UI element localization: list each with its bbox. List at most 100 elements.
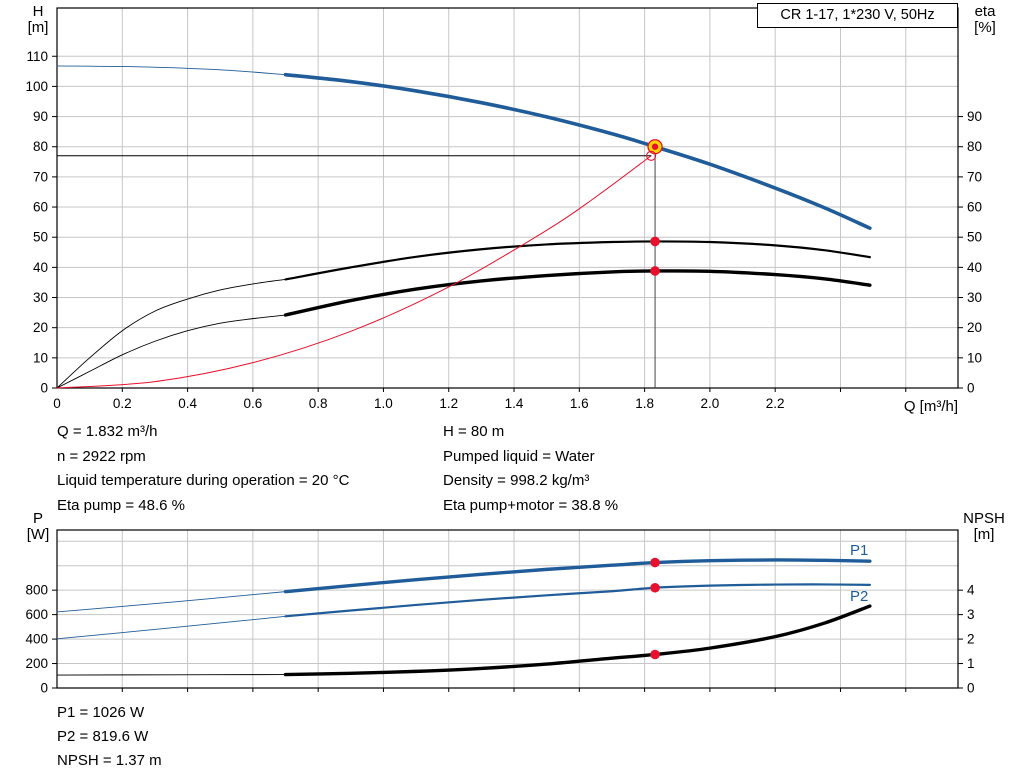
left-tick-label: 400 [25,632,48,647]
left-tick-label: 90 [33,109,48,124]
curve-P1 [283,558,872,594]
left-tick-label: 60 [33,200,48,215]
x-tick-label: 2.2 [766,396,785,411]
curve-H-curve [283,72,872,230]
npsh-axis-header: NPSH [m] [956,511,1012,543]
left-tick-label: 800 [25,583,48,598]
left-tick-label: 40 [33,260,48,275]
right-tick-label: 10 [967,350,982,365]
result-p2: P2 = 819.6 W [57,728,149,745]
right-tick-label: 0 [967,681,975,696]
x-tick-label: 1.2 [439,396,458,411]
curve-P2 [284,583,871,618]
pump-title: CR 1-17, 1*230 V, 50Hz [780,7,935,23]
h-axis-name: H [32,3,44,20]
p2-curve-label: P2 [850,588,869,605]
q-axis-label: Q [m³/h] [903,398,958,415]
result-block: P1 = 1026 W P2 = 819.6 W NPSH = 1.37 m [57,701,162,773]
data-point-marker [650,582,660,593]
info-liquid-temp: Liquid temperature during operation = 20… [57,472,350,489]
left-tick-label: 20 [33,320,48,335]
right-tick-label: 70 [967,169,982,184]
npsh-axis-unit: [m] [973,526,995,543]
data-point-marker [650,649,660,660]
p-axis-header: P [W] [16,511,60,543]
left-tick-label: 0 [40,681,48,696]
curve-NPSH [283,604,872,677]
result-p1: P1 = 1026 W [57,704,145,721]
curve-eta-pump-motor [283,269,872,317]
info-density: Density = 998.2 kg/m³ [443,472,590,489]
x-tick-label: 0.2 [113,396,132,411]
gridlines [57,8,958,388]
left-tick-label: 70 [33,169,48,184]
p-axis-unit: [W] [26,526,50,543]
right-tick-label: 50 [967,230,982,245]
x-tick-label: 0.4 [178,396,197,411]
right-tick-label: 1 [967,656,975,671]
right-tick-label: 90 [967,109,982,124]
curve-system-curve [56,155,652,389]
curve-eta-pump-ext [56,278,286,389]
data-point-marker [650,236,660,247]
info-speed: n = 2922 rpm [57,447,146,465]
curve-P2-ext [56,615,286,640]
left-tick-label: 10 [33,350,48,365]
pump-title-box: CR 1-17, 1*230 V, 50Hz [757,3,958,28]
left-tick-label: 110 [26,49,48,64]
duty-info-right: H = 80 m Pumped liquid = Water Density =… [443,420,618,518]
left-tick-label: 200 [25,656,48,671]
axis-ticks-and-labels: 0 10 20 30 40 50 60 70 80 90 100 110 0 10 20 30 40 50 60 70… [25,49,982,411]
x-tick-label: 1.0 [374,396,393,411]
left-tick-label: 100 [25,79,48,94]
duty-point-center [651,143,659,150]
gridlines [57,530,958,688]
info-eta-pump: Eta pump = 48.6 % [57,496,185,514]
info-pumped-liquid: Pumped liquid = Water [443,447,595,465]
right-tick-label: 0 [967,381,975,396]
requested-point-marker [646,150,657,161]
right-tick-label: 20 [967,320,982,335]
right-tick-label: 40 [967,260,982,275]
right-tick-label: 3 [967,607,975,622]
h-axis-header: H [m] [16,4,60,36]
duty-info-left: Q = 1.832 m³/h n = 2922 rpm Liquid tempe… [57,420,349,518]
npsh-axis-name: NPSH [963,510,1005,527]
x-tick-label: 0 [53,396,61,411]
x-tick-label: 0.8 [309,396,328,411]
left-tick-label: 0 [40,381,48,396]
curve-H-curve-ext [56,65,286,76]
x-tick-label: 2.0 [701,396,720,411]
data-point-marker [650,266,660,276]
right-tick-label: 80 [967,139,982,154]
result-npsh: NPSH = 1.37 m [57,752,162,769]
x-tick-label: 1.4 [505,396,524,411]
info-eta-pump-motor: Eta pump+motor = 38.8 % [443,496,619,514]
x-tick-label: 1.8 [635,396,654,411]
plot-frame [56,7,959,389]
right-tick-label: 4 [967,583,975,598]
x-tick-label: 1.6 [570,396,589,411]
curve-eta-pump [284,240,871,281]
curve-eta-pump-motor-ext [56,314,286,389]
hq-eta-chart: 0 10 20 30 40 50 60 70 80 90 100 110 0 10 20 30 40 50 60 70… [25,7,982,411]
eta-axis-header: eta [%] [962,4,1008,36]
eta-axis-unit: [%] [974,19,996,36]
right-tick-label: 30 [967,290,982,305]
left-tick-label: 600 [25,607,48,622]
right-tick-label: 60 [967,200,982,215]
plot-frame [56,529,959,689]
h-axis-unit: [m] [27,19,49,36]
axis-ticks-and-labels: 0 200 400 600 800 0 1 2 3 4 [25,583,975,696]
info-flow: Q = 1.832 m³/h [57,423,158,440]
right-tick-label: 2 [967,632,975,647]
p-axis-name: P [32,510,43,527]
left-tick-label: 80 [33,139,48,154]
curve-P1-ext [56,591,286,613]
power-npsh-chart: 0 200 400 600 800 0 1 2 3 4 [25,529,975,696]
left-tick-label: 30 [33,290,48,305]
p1-curve-label: P1 [850,542,869,559]
data-point-marker [650,557,660,568]
